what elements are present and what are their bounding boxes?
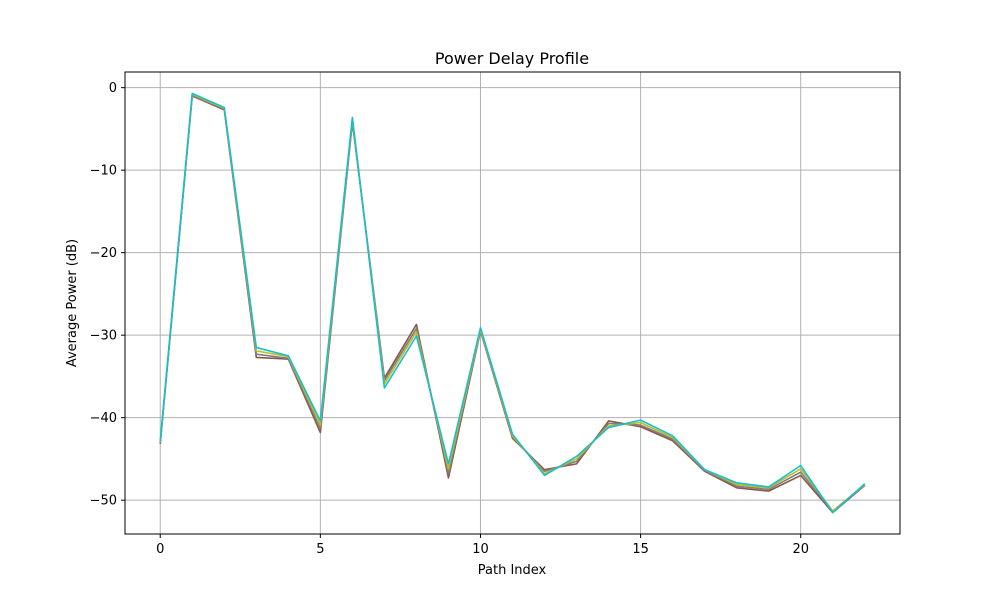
plot-frame <box>124 71 901 535</box>
x-tick-label: 15 <box>632 542 649 557</box>
series-line-4 <box>159 92 866 514</box>
y-tick-label: 0 <box>109 81 117 96</box>
x-tick-label: 10 <box>472 542 489 557</box>
series-line-3 <box>159 93 866 512</box>
chart-title: Power Delay Profile <box>435 49 589 68</box>
x-tick-label: 0 <box>156 542 164 557</box>
series-lines <box>159 92 866 514</box>
y-tick-label: −10 <box>90 164 117 179</box>
x-tick-label: 20 <box>792 542 809 557</box>
y-axis-label: Average Power (dB) <box>65 239 80 367</box>
x-axis-label: Path Index <box>478 563 547 578</box>
y-tick-label: −50 <box>90 494 117 509</box>
grid <box>125 72 900 534</box>
series-line-1 <box>159 95 866 514</box>
y-tick-label: −40 <box>90 411 117 426</box>
y-tick-label: −20 <box>90 246 117 261</box>
axis-ticks: 0 5 10 15 20 0 −10 −20 −30 −40 −50 <box>90 81 809 557</box>
y-tick-label: −30 <box>90 329 117 344</box>
x-tick-label: 5 <box>316 542 324 557</box>
